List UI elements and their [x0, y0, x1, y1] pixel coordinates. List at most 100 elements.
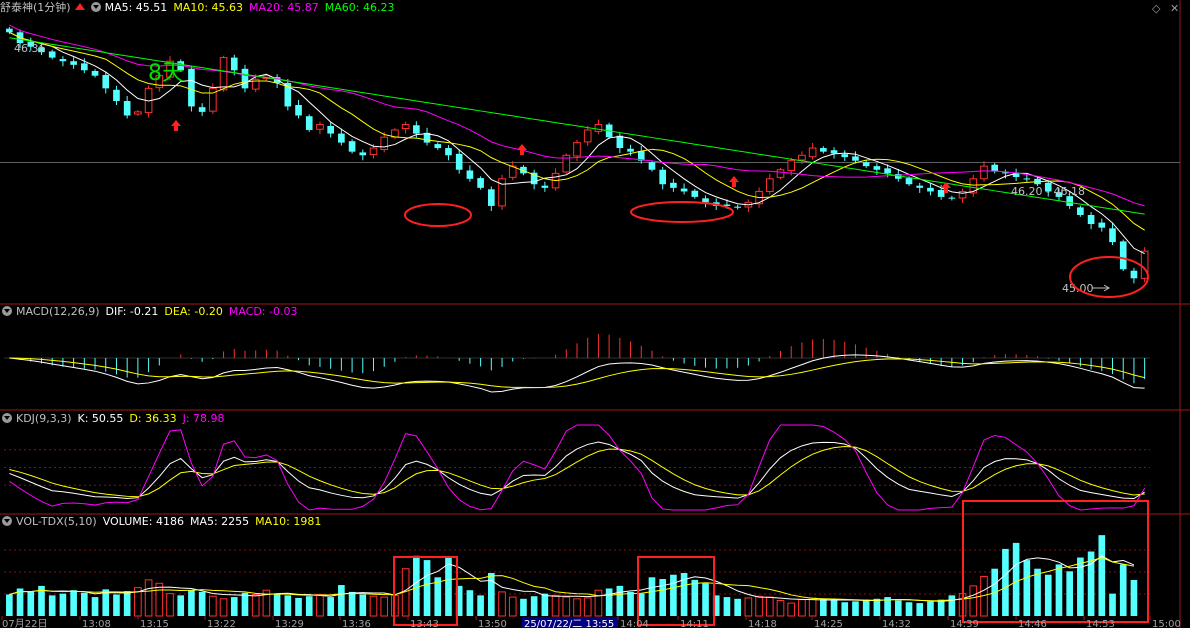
volume-bar: [209, 595, 217, 617]
highlight-box: [962, 500, 1149, 623]
signal-arrow-icon: [729, 176, 739, 187]
volume-bar: [627, 591, 634, 616]
day-marker: 8天: [148, 61, 184, 86]
ma5-line: [9, 31, 1145, 255]
volume-bar: [765, 596, 774, 617]
candle: [1119, 241, 1127, 270]
candle: [583, 129, 592, 143]
candle: [6, 28, 13, 33]
volume-bar: [916, 603, 924, 616]
candle: [798, 154, 806, 161]
candle: [862, 162, 870, 167]
kdj-item-0: K: 50.55: [77, 412, 124, 425]
candle: [273, 77, 281, 83]
candle: [530, 172, 538, 185]
candle: [38, 47, 45, 53]
highlight-ellipse: [630, 201, 734, 223]
volume-bar: [541, 593, 549, 616]
candle: [1130, 270, 1138, 279]
candle: [820, 148, 827, 152]
volume-bar: [413, 555, 420, 616]
j-line: [9, 424, 1146, 511]
volume-bar: [702, 583, 709, 616]
kdj-legend: K: 50.55 D: 36.33 J: 78.98: [78, 412, 231, 425]
range-label: 46.20 - 46.18: [1011, 185, 1085, 198]
candle: [1044, 182, 1052, 192]
dropdown-circle-icon[interactable]: [90, 2, 101, 12]
volume-bar: [1098, 535, 1106, 616]
candle: [284, 82, 292, 107]
volume-bar: [937, 599, 945, 616]
candle: [230, 57, 238, 71]
volume-bar: [273, 593, 281, 616]
kdj-item-1: D: 36.33: [129, 412, 177, 425]
cursor-time-bg: [522, 617, 618, 628]
dropdown-circle-icon[interactable]: [2, 516, 12, 526]
candle: [445, 148, 452, 156]
time-label: 13:43: [410, 619, 439, 628]
volume-bar: [594, 589, 603, 617]
ma20-line: [9, 24, 1145, 207]
volume-bar: [605, 588, 613, 616]
candle: [659, 169, 667, 185]
candle: [434, 144, 442, 149]
volume-bar: [445, 557, 452, 616]
volume-bar: [927, 601, 934, 616]
time-label: 14:04: [620, 619, 649, 628]
d-line: [9, 445, 1145, 498]
volume-bar: [1109, 593, 1116, 616]
candle: [884, 168, 891, 174]
candle: [401, 124, 410, 130]
candle: [123, 101, 131, 116]
candle: [466, 170, 474, 179]
signal-arrow-icon: [171, 120, 181, 131]
candle: [219, 57, 228, 91]
time-label: 13:36: [342, 619, 371, 628]
candle: [413, 125, 420, 134]
macd-item-0: DIF: -0.21: [105, 305, 159, 318]
volume-bar: [316, 594, 324, 617]
volume-bar: [91, 597, 99, 616]
volume-bar: [230, 597, 238, 616]
candle: [198, 107, 206, 112]
volume-bar: [498, 591, 506, 617]
candle: [70, 61, 77, 65]
volume-bar: [338, 585, 345, 616]
dropdown-circle-icon[interactable]: [2, 306, 12, 316]
vol-item-1: MA5: 2255: [189, 515, 250, 528]
vol-item-2: MA10: 1981: [255, 515, 322, 528]
volume-bar: [434, 577, 442, 616]
volume-bar: [251, 594, 260, 617]
candle: [691, 190, 699, 197]
vol-legend: VOLUME: 4186 MA5: 2255 MA10: 1981: [103, 515, 328, 528]
candle: [91, 70, 99, 76]
volume-bar: [583, 597, 592, 617]
dif-line: [9, 354, 1145, 393]
candle: [776, 169, 785, 178]
volume-bar: [477, 595, 484, 616]
macd-title: MACD(12,26,9): [16, 305, 100, 318]
volume-bar: [1077, 557, 1084, 616]
volume-bar: [573, 598, 581, 617]
volume-bar: [155, 582, 164, 617]
volume-bar: [1087, 551, 1095, 616]
volume-bar: [905, 602, 913, 616]
candle: [338, 133, 345, 143]
candle: [508, 165, 517, 178]
volume-bar: [884, 597, 891, 616]
volume-bar: [27, 591, 35, 616]
candle: [830, 150, 838, 154]
close-icon[interactable]: ✕: [1170, 2, 1180, 15]
candle: [241, 68, 249, 89]
diamond-icon[interactable]: ◇: [1152, 2, 1161, 15]
candle: [27, 41, 35, 47]
candle: [369, 147, 378, 156]
dropdown-circle-icon[interactable]: [2, 413, 12, 423]
ma-item-3: MA60: 46.23: [324, 1, 395, 14]
time-label: 13:08: [82, 619, 111, 628]
volume-bar: [808, 597, 817, 617]
kdj-item-2: J: 78.98: [182, 412, 225, 425]
candle: [348, 141, 356, 152]
candle: [1109, 228, 1116, 243]
